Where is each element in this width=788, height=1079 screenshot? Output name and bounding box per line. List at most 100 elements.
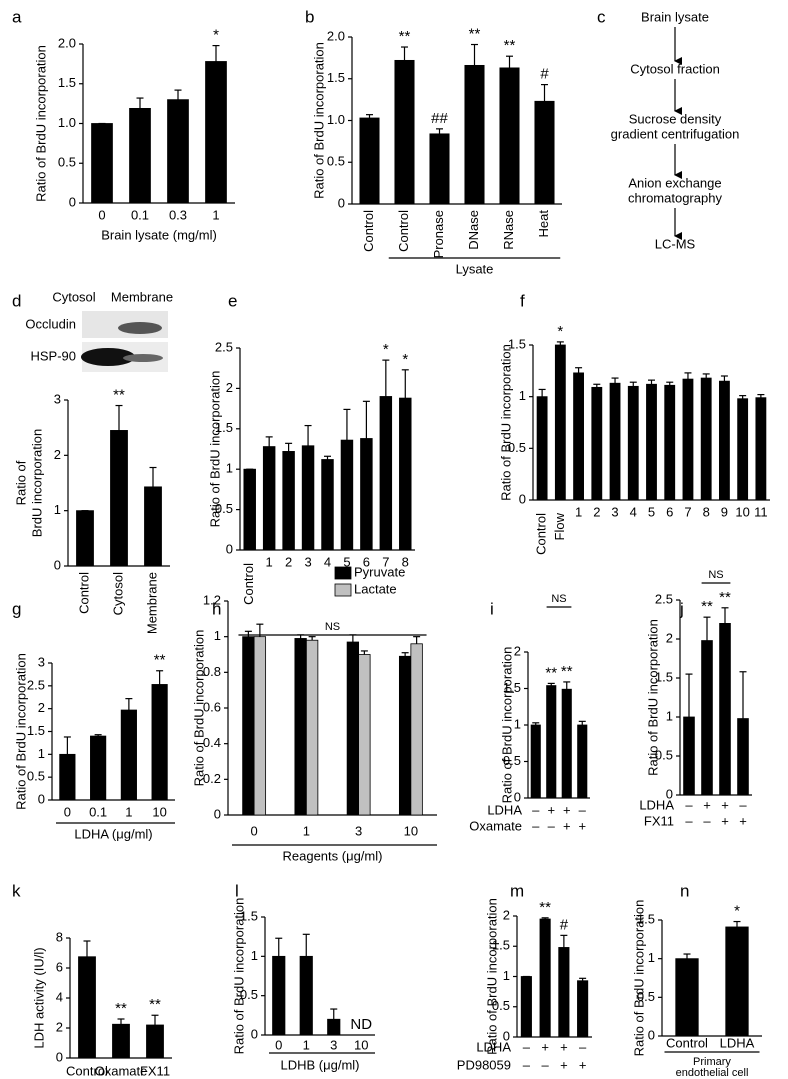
bar [627,385,639,501]
y-axis-label: Ratio of [13,460,28,505]
condition-name: LDHA [476,1039,511,1054]
x-tick-label: 0 [275,1037,282,1052]
y-tick-label: 2.5 [655,591,673,606]
condition-mark: – [532,802,540,817]
x-tick-label: Membrane [144,572,159,634]
bar [591,386,603,501]
y-tick-label: 0.2 [203,771,221,786]
y-tick-label: 1.5 [503,680,521,695]
bar [205,61,227,204]
annotation: ** [154,652,166,669]
panel-label: d [12,291,21,310]
y-tick-label: 1.5 [655,669,673,684]
x-tick-label: Pronase [431,210,446,258]
bar [577,724,588,799]
bar [682,378,694,501]
y-tick-label: 0 [54,557,61,572]
bar [146,1024,164,1059]
condition-mark: – [685,797,693,812]
legend-label: Pyruvate [354,564,405,579]
x-tick-label: 3 [355,823,362,838]
y-tick-label: 2 [514,643,521,658]
y-tick-label: 1 [251,948,258,963]
y-tick-label: 0.5 [655,747,673,762]
annotation: * [402,351,408,368]
panel-label: j [679,599,684,618]
y-tick-label: 0.5 [508,440,526,455]
x-tick-label: 5 [343,554,350,569]
flow-node: Cytosol fraction [630,61,720,76]
x-tick-label: 1 [303,823,310,838]
bar [321,459,334,551]
y-tick-label: 0.8 [203,664,221,679]
y-tick-label: 6 [56,959,63,974]
condition-mark: + [578,818,586,833]
x-axis-label: LDHA (μg/ml) [74,826,152,841]
y-tick-label: 1.5 [327,70,345,85]
bar [394,59,415,205]
condition-mark: – [532,818,540,833]
x-tick-label: DNase [466,210,481,250]
ns-label: NS [708,569,723,581]
x-tick-label: 4 [630,504,637,519]
panel-label: c [597,7,606,26]
bar [719,380,730,501]
x-tick-label: Flow [552,512,567,540]
bar [725,926,749,1037]
bar [546,685,557,799]
panel-label: b [305,7,314,26]
y-tick-label: 1.5 [240,908,258,923]
condition-mark: – [523,1057,531,1072]
bar [91,123,113,204]
bar [646,383,657,501]
flow-node: chromatography [628,190,722,205]
x-tick-label: Heat [536,210,551,238]
y-tick-label: 3 [54,391,61,406]
y-tick-label: 1.5 [27,723,45,738]
condition-name: Oxamate [469,818,522,833]
ns-label: NS [325,621,340,633]
y-tick-label: 0.5 [215,501,233,516]
x-tick-label: 8 [402,554,409,569]
y-tick-label: 1 [38,746,45,761]
bar [609,382,621,501]
condition-mark: + [579,1057,587,1072]
y-tick-label: 0 [503,1028,510,1043]
condition-mark: + [547,802,555,817]
panel-label: h [212,599,221,618]
legend-swatch [334,583,352,597]
y-tick-label: 0.5 [503,753,521,768]
y-tick-label: 1 [226,461,233,476]
legend-label: Lactate [354,581,397,596]
condition-mark: + [703,797,711,812]
x-tick-label: 7 [684,504,691,519]
x-tick-label: 1 [303,1037,310,1052]
panel-label: e [228,291,237,310]
condition-mark: – [523,1039,531,1054]
bar [76,510,94,567]
bar [78,956,96,1059]
blot-band [81,348,135,366]
x-tick-label: 0.1 [89,804,107,819]
y-axis-label: Ratio of BrdU incorporation [191,630,206,787]
bar [151,684,168,801]
panel-label: g [12,599,21,618]
x-tick-label: Control [241,563,256,605]
y-tick-label: 0 [38,791,45,806]
bar [301,445,315,551]
flow-node: Sucrose density [629,111,722,126]
condition-mark: + [739,813,747,828]
bar [242,636,255,816]
bar [499,67,520,205]
y-tick-label: 0.5 [637,989,655,1004]
blot-column-label: Membrane [111,289,173,304]
y-tick-label: 0.5 [327,154,345,169]
group-label: endothelial cell [676,1067,749,1079]
annotation: ** [545,664,557,681]
condition-name: PD98059 [457,1057,511,1072]
bar [429,133,450,205]
y-tick-label: 0.5 [27,769,45,784]
x-tick-label: Control [66,1063,108,1078]
x-tick-label: 1 [266,554,273,569]
condition-mark: – [703,813,711,828]
